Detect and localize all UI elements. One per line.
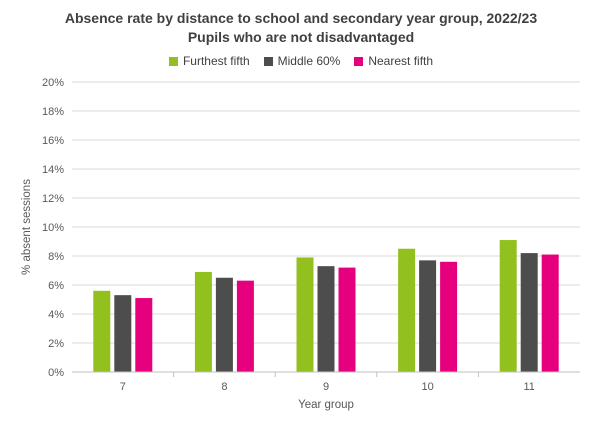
y-axis-ticks: 0% 2% 4% 6% 8% 10% 12% 14% 16% 18% 20% — [42, 77, 64, 379]
gridlines — [72, 81, 580, 344]
x-tick-label: 9 — [323, 381, 329, 393]
y-tick-label: 8% — [48, 251, 64, 263]
y-tick-label: 4% — [48, 309, 64, 321]
bar-nearest-fifth-year-7 — [135, 298, 153, 372]
chart-subtitle: Pupils who are not disadvantaged — [187, 29, 415, 45]
bar-furthest-fifth-year-7 — [93, 290, 111, 372]
bar-furthest-fifth-year-8 — [194, 271, 212, 372]
chart-title: Absence rate by distance to school and s… — [64, 10, 538, 26]
legend-label-middle: Middle 60% — [277, 54, 341, 68]
legend-swatch-middle — [263, 56, 273, 66]
bar-middle-60-year-7 — [114, 295, 132, 372]
legend-item-furthest: Furthest fifth — [168, 54, 250, 68]
y-tick-label: 18% — [42, 106, 64, 118]
x-tick-label: 7 — [120, 381, 126, 393]
legend: Furthest fifth Middle 60% Nearest fifth — [0, 54, 602, 68]
legend-label-nearest: Nearest fifth — [368, 54, 434, 68]
y-tick-label: 12% — [42, 193, 64, 205]
legend-swatch-furthest — [168, 56, 178, 66]
legend-item-middle: Middle 60% — [263, 54, 341, 68]
bars — [93, 240, 559, 372]
bar-middle-60-year-9 — [317, 266, 335, 372]
legend-item-nearest: Nearest fifth — [354, 54, 433, 68]
y-tick-label: 20% — [42, 77, 64, 89]
x-tick-label: 8 — [221, 381, 227, 393]
y-tick-label: 10% — [42, 222, 64, 234]
y-tick-label: 2% — [48, 338, 64, 350]
y-tick-label: 0% — [48, 367, 64, 379]
x-tick-label: 10 — [421, 381, 433, 393]
bar-middle-60-year-8 — [215, 277, 233, 372]
bar-furthest-fifth-year-10 — [398, 248, 416, 372]
bar-middle-60-year-10 — [419, 260, 437, 372]
y-tick-label: 6% — [48, 280, 64, 292]
x-tick-label: 11 — [523, 381, 534, 393]
x-axis-title: Year group — [298, 399, 354, 411]
bar-nearest-fifth-year-8 — [236, 280, 254, 372]
bar-nearest-fifth-year-10 — [440, 261, 458, 372]
y-tick-label: 14% — [42, 164, 64, 176]
y-tick-label: 16% — [42, 135, 64, 147]
bar-nearest-fifth-year-11 — [541, 254, 559, 372]
bar-furthest-fifth-year-11 — [499, 240, 517, 372]
bar-middle-60-year-11 — [520, 253, 538, 372]
legend-swatch-nearest — [354, 56, 364, 66]
y-axis-title: % absent sessions — [21, 179, 33, 275]
bar-nearest-fifth-year-9 — [338, 267, 356, 372]
x-axis-ticks: 7 8 9 10 11 — [120, 372, 535, 393]
legend-label-furthest: Furthest fifth — [182, 54, 250, 68]
bar-furthest-fifth-year-9 — [296, 257, 314, 372]
